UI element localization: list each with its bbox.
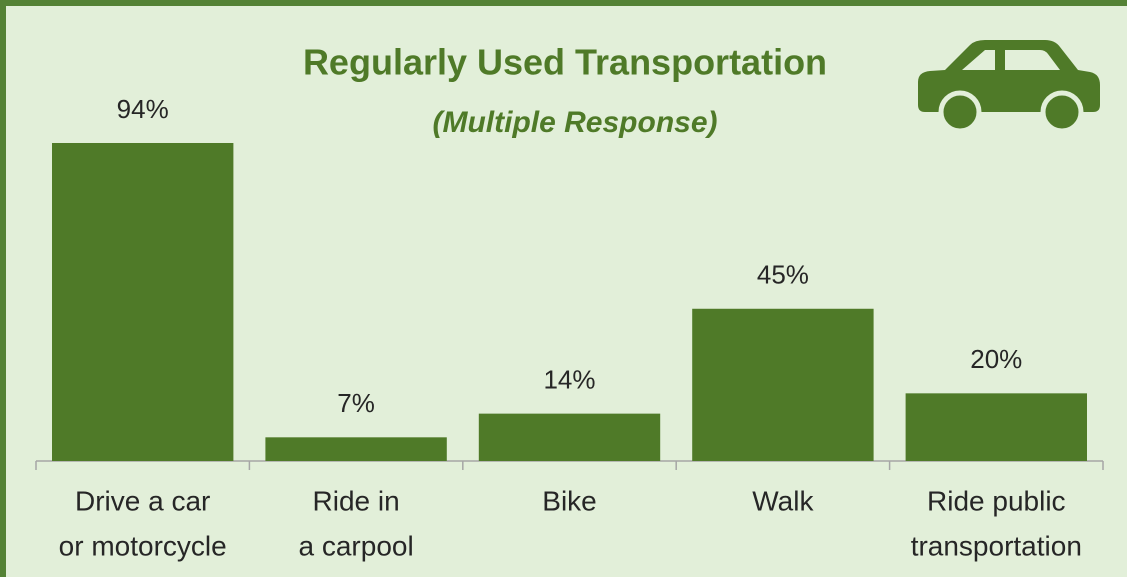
- value-label: 45%: [757, 260, 809, 290]
- chart-title: Regularly Used Transportation: [303, 42, 827, 83]
- x-tick-label: Ride in: [313, 485, 400, 516]
- x-tick-label: transportation: [911, 530, 1082, 561]
- value-label: 20%: [970, 344, 1022, 374]
- value-label: 7%: [337, 388, 375, 418]
- chart-subtitle: (Multiple Response): [432, 106, 717, 139]
- bar: [52, 142, 234, 462]
- bar: [478, 413, 661, 461]
- x-tick-label: Drive a car: [75, 485, 210, 516]
- x-tick-label: Bike: [542, 485, 596, 516]
- x-tick-label: or motorcycle: [59, 530, 227, 561]
- x-tick-label: a carpool: [299, 530, 414, 561]
- bar: [692, 308, 874, 461]
- car-icon: [918, 40, 1100, 134]
- x-tick-label: Walk: [752, 485, 814, 516]
- value-label: 14%: [543, 365, 595, 395]
- bar: [265, 437, 447, 461]
- x-tick-label: Ride public: [927, 485, 1066, 516]
- bar: [905, 393, 1087, 461]
- value-label: 94%: [117, 94, 169, 124]
